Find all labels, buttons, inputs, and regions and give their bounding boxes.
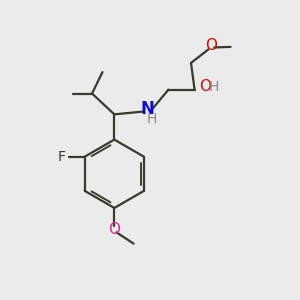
Text: O: O — [205, 38, 217, 53]
Text: O: O — [108, 222, 120, 237]
Text: N: N — [140, 100, 154, 118]
Text: F: F — [58, 150, 66, 164]
Text: O: O — [199, 79, 211, 94]
Text: H: H — [209, 80, 219, 94]
Text: H: H — [147, 112, 157, 126]
